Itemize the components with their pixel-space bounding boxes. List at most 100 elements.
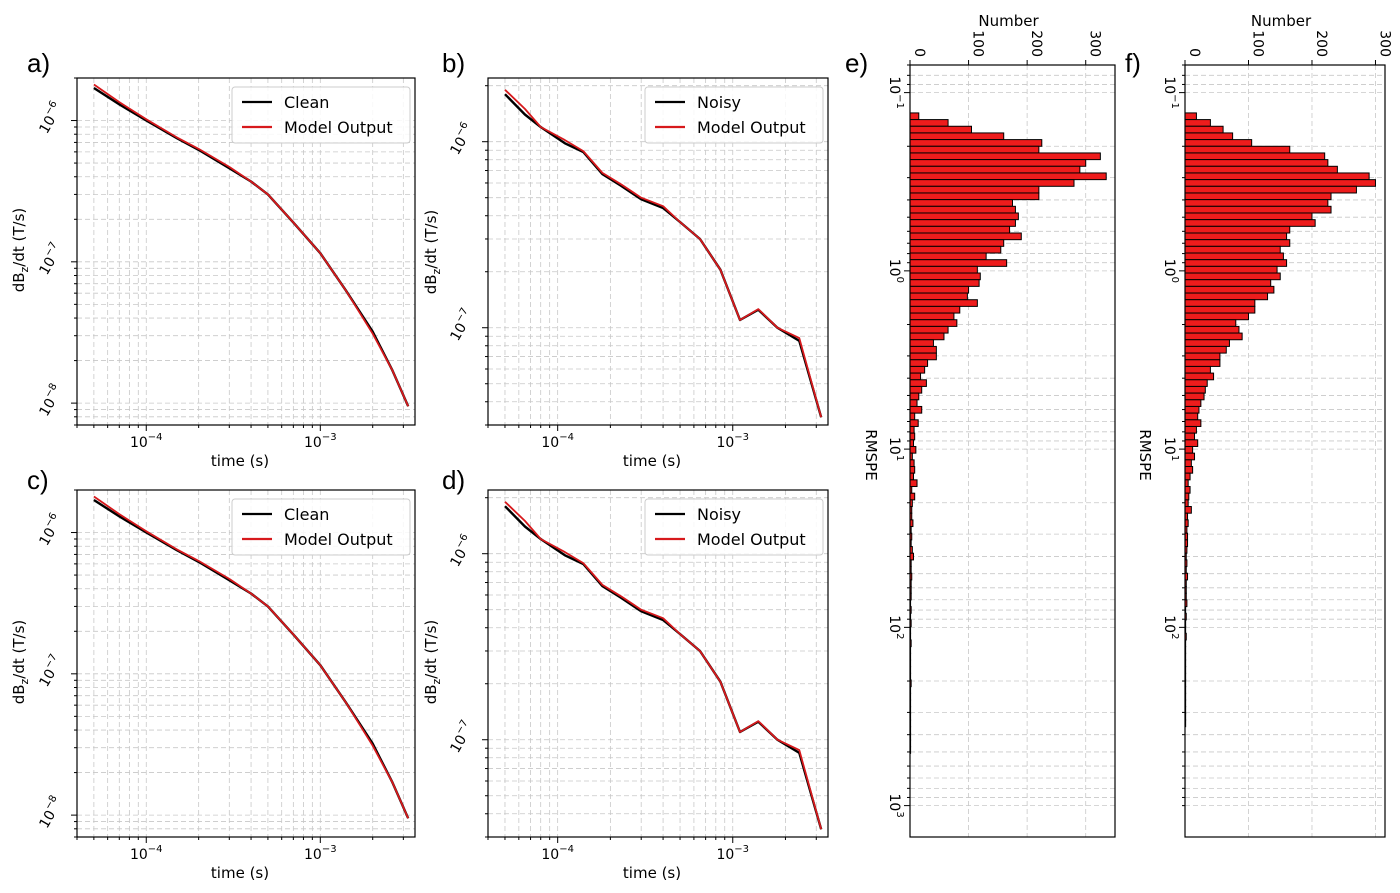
x-tick-label: 0 — [1186, 48, 1202, 57]
histogram-bar — [909, 165, 1081, 174]
histogram-bar — [909, 152, 1101, 161]
x-tick-label: 10−4 — [541, 844, 574, 863]
x-axis-label: time (s) — [211, 864, 269, 882]
y-tick-label: 100 — [886, 259, 905, 283]
histogram-bar — [1184, 232, 1288, 241]
y-tick-label: 10−8 — [34, 382, 67, 420]
legend-entry: Model Output — [284, 118, 393, 137]
y-tick-label: 101 — [886, 437, 905, 461]
panel-label: a) — [27, 48, 50, 78]
histogram-bar — [1184, 345, 1227, 354]
chart-panel-f: 0 100 200 300 Number 10−1 100 101 102 RMSPE f) — [1125, 12, 1392, 838]
histogram-bar — [909, 325, 949, 334]
histogram-bar — [1184, 185, 1357, 194]
histogram-bar — [909, 405, 923, 414]
x-axis-label: time (s) — [623, 864, 681, 882]
y-tick-label: 10−7 — [445, 718, 478, 756]
histogram-bar — [1184, 152, 1326, 161]
histogram-bar — [909, 192, 1040, 201]
x-tick-label: 10−3 — [716, 844, 749, 863]
histogram-bar — [1184, 459, 1192, 467]
histogram-bar — [909, 259, 1008, 267]
histogram-bar — [1184, 312, 1249, 321]
histogram-bar — [909, 219, 1016, 227]
histogram-bar — [909, 212, 1019, 221]
y-tick-label: 102 — [1161, 615, 1180, 639]
histogram-bar — [909, 139, 1043, 147]
histogram-bar — [909, 185, 1040, 194]
legend: Noisy Model Output — [644, 498, 824, 556]
y-axis-label: dBz/dt (T/s) — [422, 210, 443, 295]
x-axis-label: time (s) — [211, 452, 269, 470]
series-line-model-output — [93, 495, 410, 819]
legend-entry: Clean — [284, 93, 329, 112]
x-axis-label: Number — [1251, 12, 1312, 30]
histogram-bar — [1184, 239, 1291, 247]
x-tick-label: 10−3 — [304, 432, 337, 451]
y-axis-label: RMSPE — [1136, 429, 1154, 480]
y-tick-label: 10−1 — [886, 76, 905, 109]
histogram-bar — [909, 172, 1107, 181]
histogram-bar — [1184, 212, 1313, 221]
histogram-bar — [1184, 285, 1275, 294]
x-tick-label: 200 — [1313, 30, 1329, 57]
histogram-bar — [1184, 445, 1194, 454]
histogram-bar — [1184, 112, 1197, 121]
histogram-bar — [909, 372, 922, 381]
histogram-bar — [909, 312, 955, 321]
plot-frame — [487, 77, 829, 426]
histogram-bar — [909, 299, 978, 307]
histogram-bar — [1184, 486, 1191, 494]
histogram-bar — [1184, 192, 1332, 201]
histogram-bar — [1184, 325, 1240, 334]
histogram-bar — [909, 345, 937, 354]
x-tick-label: 0 — [911, 48, 927, 57]
histogram-bar — [909, 332, 945, 341]
plot-frame — [487, 489, 829, 838]
histogram-bar — [1184, 132, 1234, 141]
y-axis-label: dBz/dt (T/s) — [422, 620, 443, 705]
histogram-bar — [1184, 506, 1192, 514]
histogram-bar — [909, 279, 980, 287]
histogram-bar — [909, 285, 970, 294]
histogram-bar — [909, 445, 917, 454]
histogram-bar — [1184, 419, 1202, 427]
y-tick-label: 100 — [1161, 259, 1180, 283]
histogram-bar — [909, 225, 1011, 234]
histogram-bar — [1184, 299, 1256, 307]
histogram-bar — [1184, 385, 1206, 394]
y-tick-label: 10−7 — [34, 240, 67, 278]
histogram-bar — [909, 245, 1002, 254]
histogram-bar — [909, 465, 916, 474]
plot-frame — [76, 489, 416, 838]
histogram-bar — [909, 179, 1075, 187]
panel-label: c) — [27, 465, 49, 495]
y-tick-label: 10−6 — [445, 532, 478, 570]
panel-label: e) — [845, 48, 868, 78]
chart-panel-a: 10−4 10−3 10−6 10−7 10−8 time (s) dBz/dt (T/s)… — [10, 48, 416, 470]
histogram-bar — [1184, 319, 1237, 327]
y-tick-label: 10−7 — [34, 652, 67, 690]
histogram-bar — [1184, 119, 1211, 127]
histogram-bar — [909, 292, 968, 301]
x-tick-label: 200 — [1028, 30, 1044, 57]
histogram-bar — [1184, 292, 1269, 301]
histogram-bar — [909, 205, 1016, 214]
histogram-bar — [1184, 305, 1256, 314]
histogram-bar — [1184, 432, 1196, 441]
histogram-bar — [909, 112, 920, 121]
histogram-bar — [909, 339, 934, 347]
series-line-model-output — [504, 501, 823, 830]
legend-box — [644, 498, 824, 556]
plot-frame — [909, 64, 1116, 838]
x-tick-label: 10−4 — [130, 432, 163, 451]
histogram-bar — [1184, 165, 1338, 174]
series-line-model-output — [93, 83, 410, 407]
panel-label: b) — [442, 48, 465, 78]
y-tick-label: 10−1 — [1161, 76, 1180, 109]
histogram-bar — [909, 459, 915, 467]
histogram-bar — [1184, 272, 1281, 281]
histogram-bar — [1184, 265, 1278, 274]
legend-entry: Noisy — [697, 505, 741, 524]
histogram-bar — [909, 392, 920, 401]
